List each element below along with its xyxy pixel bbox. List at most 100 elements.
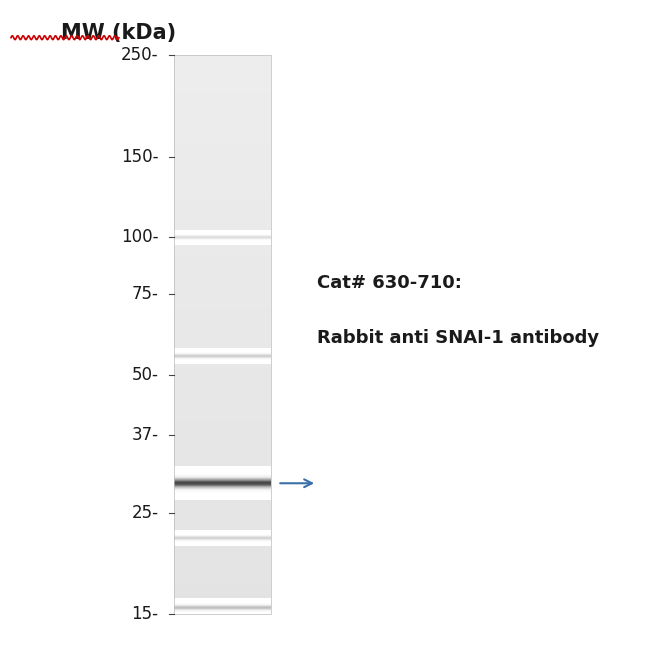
Bar [174,593,271,595]
Bar [174,439,271,441]
Bar [174,521,271,523]
Bar [174,315,271,318]
Bar [174,101,271,104]
Bar [174,541,271,543]
Bar [174,343,271,346]
Text: 50-: 50- [132,366,159,384]
Text: Rabbit anti SNAI-1 antibody: Rabbit anti SNAI-1 antibody [317,329,599,347]
Bar [174,334,271,337]
Bar [174,287,271,290]
Bar [174,543,271,545]
Bar [174,392,271,395]
Bar [174,341,271,344]
Bar [174,265,271,268]
Bar [174,571,271,573]
Bar [174,248,271,251]
Bar [174,228,271,230]
Bar [174,468,271,471]
Bar [174,338,271,341]
Bar [174,336,271,339]
Bar [174,465,271,467]
Bar [174,164,271,167]
Bar [174,405,271,408]
Bar [174,358,271,361]
Bar [174,176,271,178]
Bar [174,207,271,210]
Bar [174,530,271,532]
Bar [174,304,271,307]
Bar [174,487,271,489]
Bar [174,567,271,569]
Bar [174,409,271,411]
Bar [174,381,271,384]
Bar [174,416,271,419]
Bar [174,565,271,567]
Bar [174,364,271,367]
Bar [174,323,271,326]
Bar [174,401,271,404]
Bar [174,200,271,202]
Bar [174,440,271,443]
Bar [174,272,271,275]
Bar [174,595,271,597]
Bar [174,461,271,463]
Bar [174,261,271,264]
Bar [174,442,271,445]
Bar [174,474,271,476]
Bar [174,250,271,253]
Bar [174,233,271,236]
Bar [174,161,271,163]
Text: Cat# 630-710:: Cat# 630-710: [317,274,462,292]
Bar [174,369,271,372]
Bar [174,306,271,309]
Bar [174,452,271,454]
Bar [174,118,271,120]
Bar [174,394,271,396]
Bar [174,127,271,130]
Bar [174,205,271,208]
Bar [174,146,271,148]
Bar [174,246,271,249]
Bar [174,513,271,515]
Bar [174,500,271,502]
Bar [174,414,271,417]
Bar [174,556,271,558]
Bar [174,190,271,193]
Bar [174,297,271,300]
Bar [174,351,271,354]
Bar [174,403,271,406]
Bar [174,299,271,301]
Bar [174,181,271,184]
Bar [174,368,271,370]
Bar [174,353,271,356]
Bar [174,274,271,277]
Bar [174,601,271,603]
Bar [174,99,271,102]
Bar [174,254,271,257]
Bar [174,562,271,564]
Bar [174,407,271,410]
Bar [174,498,271,501]
Bar [174,588,271,590]
Bar [174,319,271,322]
Bar [174,424,271,426]
Bar [174,603,271,605]
Bar [174,551,271,552]
Bar [174,325,271,328]
Bar [174,534,271,536]
Bar [174,133,271,135]
Bar [174,114,271,117]
Bar [174,194,271,197]
Bar [174,328,271,331]
Bar [174,523,271,525]
Bar [174,366,271,369]
Bar [174,526,271,528]
Bar [174,153,271,156]
Bar [174,604,271,607]
Bar [174,162,271,165]
Bar [174,81,271,83]
Bar [174,278,271,281]
Bar [174,83,271,85]
Bar [174,532,271,534]
Bar [174,446,271,448]
